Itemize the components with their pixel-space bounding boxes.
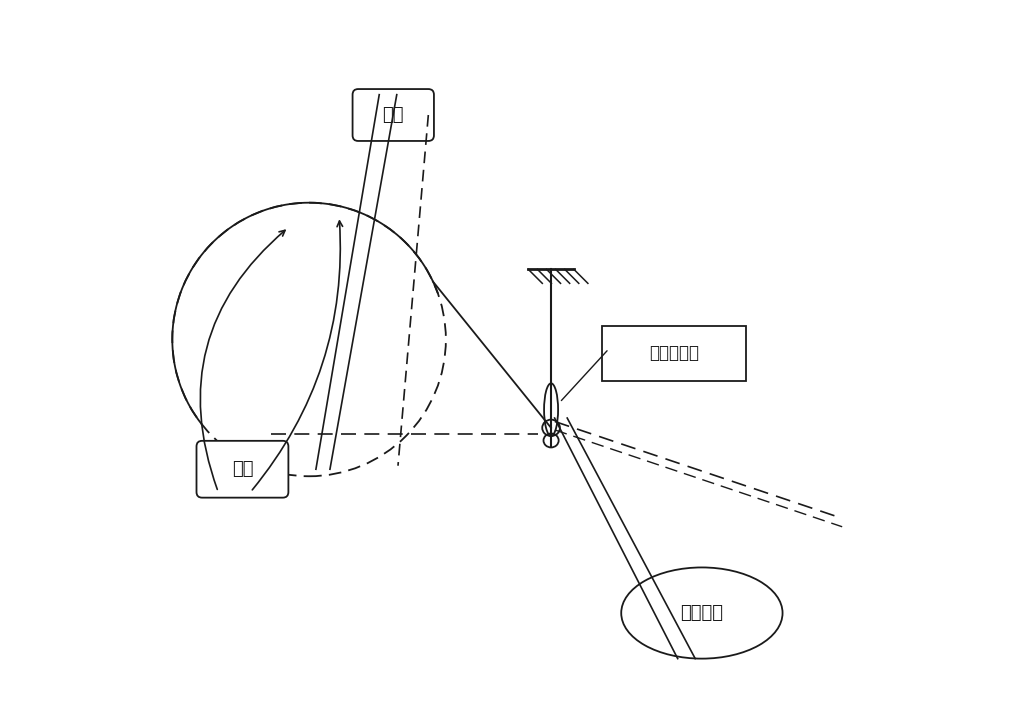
Text: 上引桥架: 上引桥架 — [681, 604, 724, 622]
FancyBboxPatch shape — [197, 441, 288, 498]
Text: 铸压: 铸压 — [232, 460, 253, 478]
FancyBboxPatch shape — [353, 89, 434, 141]
Text: 重量传感器: 重量传感器 — [649, 344, 699, 363]
FancyBboxPatch shape — [602, 326, 746, 381]
Text: 铸轮: 铸轮 — [382, 106, 404, 124]
Ellipse shape — [621, 568, 782, 659]
